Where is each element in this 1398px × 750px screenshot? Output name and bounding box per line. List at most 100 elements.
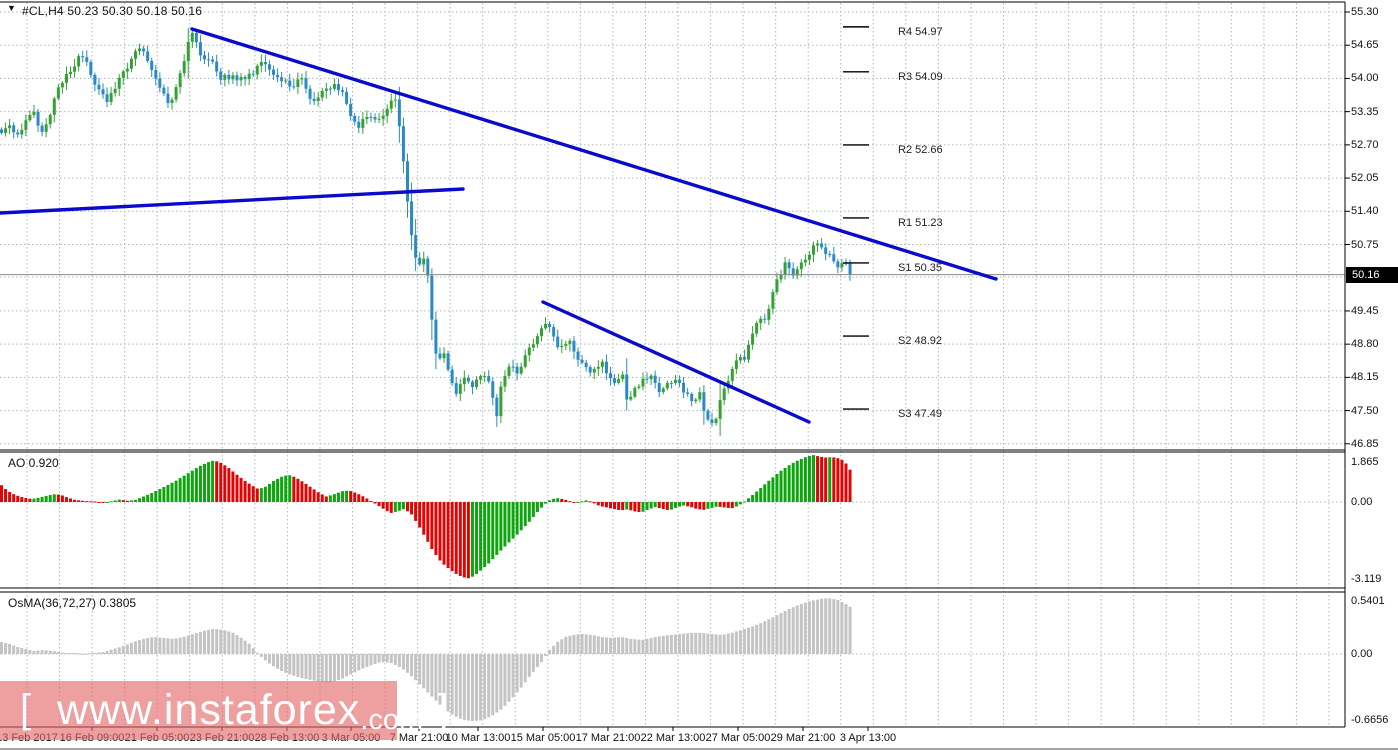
osma-histogram-bar [235, 635, 239, 654]
candle-body [190, 32, 194, 42]
candle-body [4, 128, 8, 133]
trendline[interactable] [190, 27, 998, 281]
osma-histogram-bar [280, 654, 284, 672]
ao-histogram-bar [178, 478, 182, 502]
osma-histogram-bar [592, 635, 596, 654]
candle-body [755, 323, 759, 334]
osma-histogram-bar [133, 641, 137, 654]
ao-histogram-bar [190, 470, 194, 502]
ao-histogram-bar [572, 502, 576, 503]
osma-histogram-bar [690, 632, 694, 654]
ao-histogram-bar [552, 498, 556, 502]
osma-histogram-bar [523, 654, 527, 683]
candle-body [73, 66, 77, 72]
candle-body [454, 383, 458, 394]
ao-histogram-bar [450, 502, 454, 572]
candle-body [775, 279, 779, 293]
ao-histogram-bar [690, 502, 694, 508]
osma-histogram-bar [101, 652, 105, 654]
osma-histogram-bar [462, 654, 466, 720]
candle-body [251, 73, 255, 75]
price-axis-label: 55.30 [1351, 6, 1379, 18]
osma-histogram-bar [296, 654, 300, 678]
candle-body [698, 392, 702, 400]
trendline[interactable] [0, 187, 465, 215]
osma-histogram-bar [738, 630, 742, 654]
ao-histogram-bar [503, 502, 507, 547]
candle-body [604, 361, 608, 374]
osma-histogram-bar [763, 621, 767, 654]
osma-histogram-bar [617, 637, 621, 654]
candle-body [625, 374, 629, 400]
candle-body [393, 99, 397, 101]
ao-histogram-bar [142, 496, 146, 502]
ao-histogram-bar [73, 499, 77, 502]
osma-histogram-bar [702, 633, 706, 654]
osma-axis-label: -0.6656 [1351, 714, 1389, 726]
candle-body [227, 74, 231, 80]
ao-histogram-bar [783, 467, 787, 502]
osma-histogram-bar [77, 653, 81, 655]
candle-body [430, 275, 434, 320]
candle-body [121, 71, 125, 78]
osma-histogram-bar [129, 642, 133, 654]
trendline[interactable] [541, 300, 811, 424]
candle-body [491, 381, 495, 398]
price-axis-label: 54.00 [1351, 72, 1379, 85]
candle-body [820, 243, 824, 248]
candle-body [799, 262, 803, 270]
candle-body [60, 82, 64, 88]
osma-histogram-bar [97, 652, 101, 654]
candle-body [308, 88, 312, 99]
osma-histogram-bar [93, 652, 97, 654]
osma-histogram-bar [381, 654, 385, 663]
osma-histogram-bar [483, 654, 487, 720]
ao-histogram-bar [454, 502, 458, 574]
candle-body [763, 318, 767, 320]
ao-histogram-bar [483, 502, 487, 568]
ao-histogram-bar [812, 455, 815, 502]
osma-histogram-bar [645, 638, 649, 654]
ao-histogram-bar [779, 470, 783, 502]
ao-histogram-bar [434, 502, 438, 555]
osma-histogram-bar [556, 641, 560, 654]
ao-histogram-bar [588, 501, 592, 503]
candle-body [629, 396, 633, 400]
osma-histogram-bar [373, 654, 377, 664]
candle-body [361, 118, 365, 128]
ao-histogram-bar [162, 486, 166, 502]
ao-histogram-bar [259, 488, 263, 502]
candle-body [682, 382, 686, 393]
osma-histogram-bar [69, 652, 73, 654]
osma-histogram-bar [166, 638, 170, 654]
ao-histogram-bar [738, 502, 742, 505]
osma-histogram-bar [121, 646, 125, 654]
osma-histogram-bar [580, 633, 584, 654]
candle-body [316, 97, 320, 102]
candle-body [609, 373, 612, 379]
candle-body [77, 56, 81, 67]
ao-histogram-bar [458, 502, 462, 576]
ao-histogram-bar [288, 475, 292, 502]
candle-body [637, 386, 641, 388]
symbol-dropdown-icon[interactable]: ▼ [7, 3, 16, 13]
osma-histogram-bar [470, 654, 474, 722]
osma-histogram-bar [686, 633, 690, 654]
osma-histogram-bar [726, 633, 730, 654]
osma-histogram-bar [16, 647, 20, 654]
ao-histogram-bar [207, 462, 211, 502]
candle-body [186, 41, 190, 62]
osma-histogram-bar [154, 637, 158, 654]
osma-histogram-bar [527, 654, 531, 677]
osma-histogram-bar [673, 634, 677, 654]
candle-body [158, 78, 162, 88]
osma-histogram-bar [251, 648, 255, 654]
ao-histogram-bar [125, 500, 129, 502]
candle-body [247, 73, 251, 80]
ao-histogram-bar [69, 498, 73, 502]
ao-histogram-bar [146, 494, 150, 502]
osma-histogram-bar [36, 650, 40, 654]
osma-histogram-bar [385, 654, 389, 663]
ao-histogram-bar [799, 458, 803, 502]
